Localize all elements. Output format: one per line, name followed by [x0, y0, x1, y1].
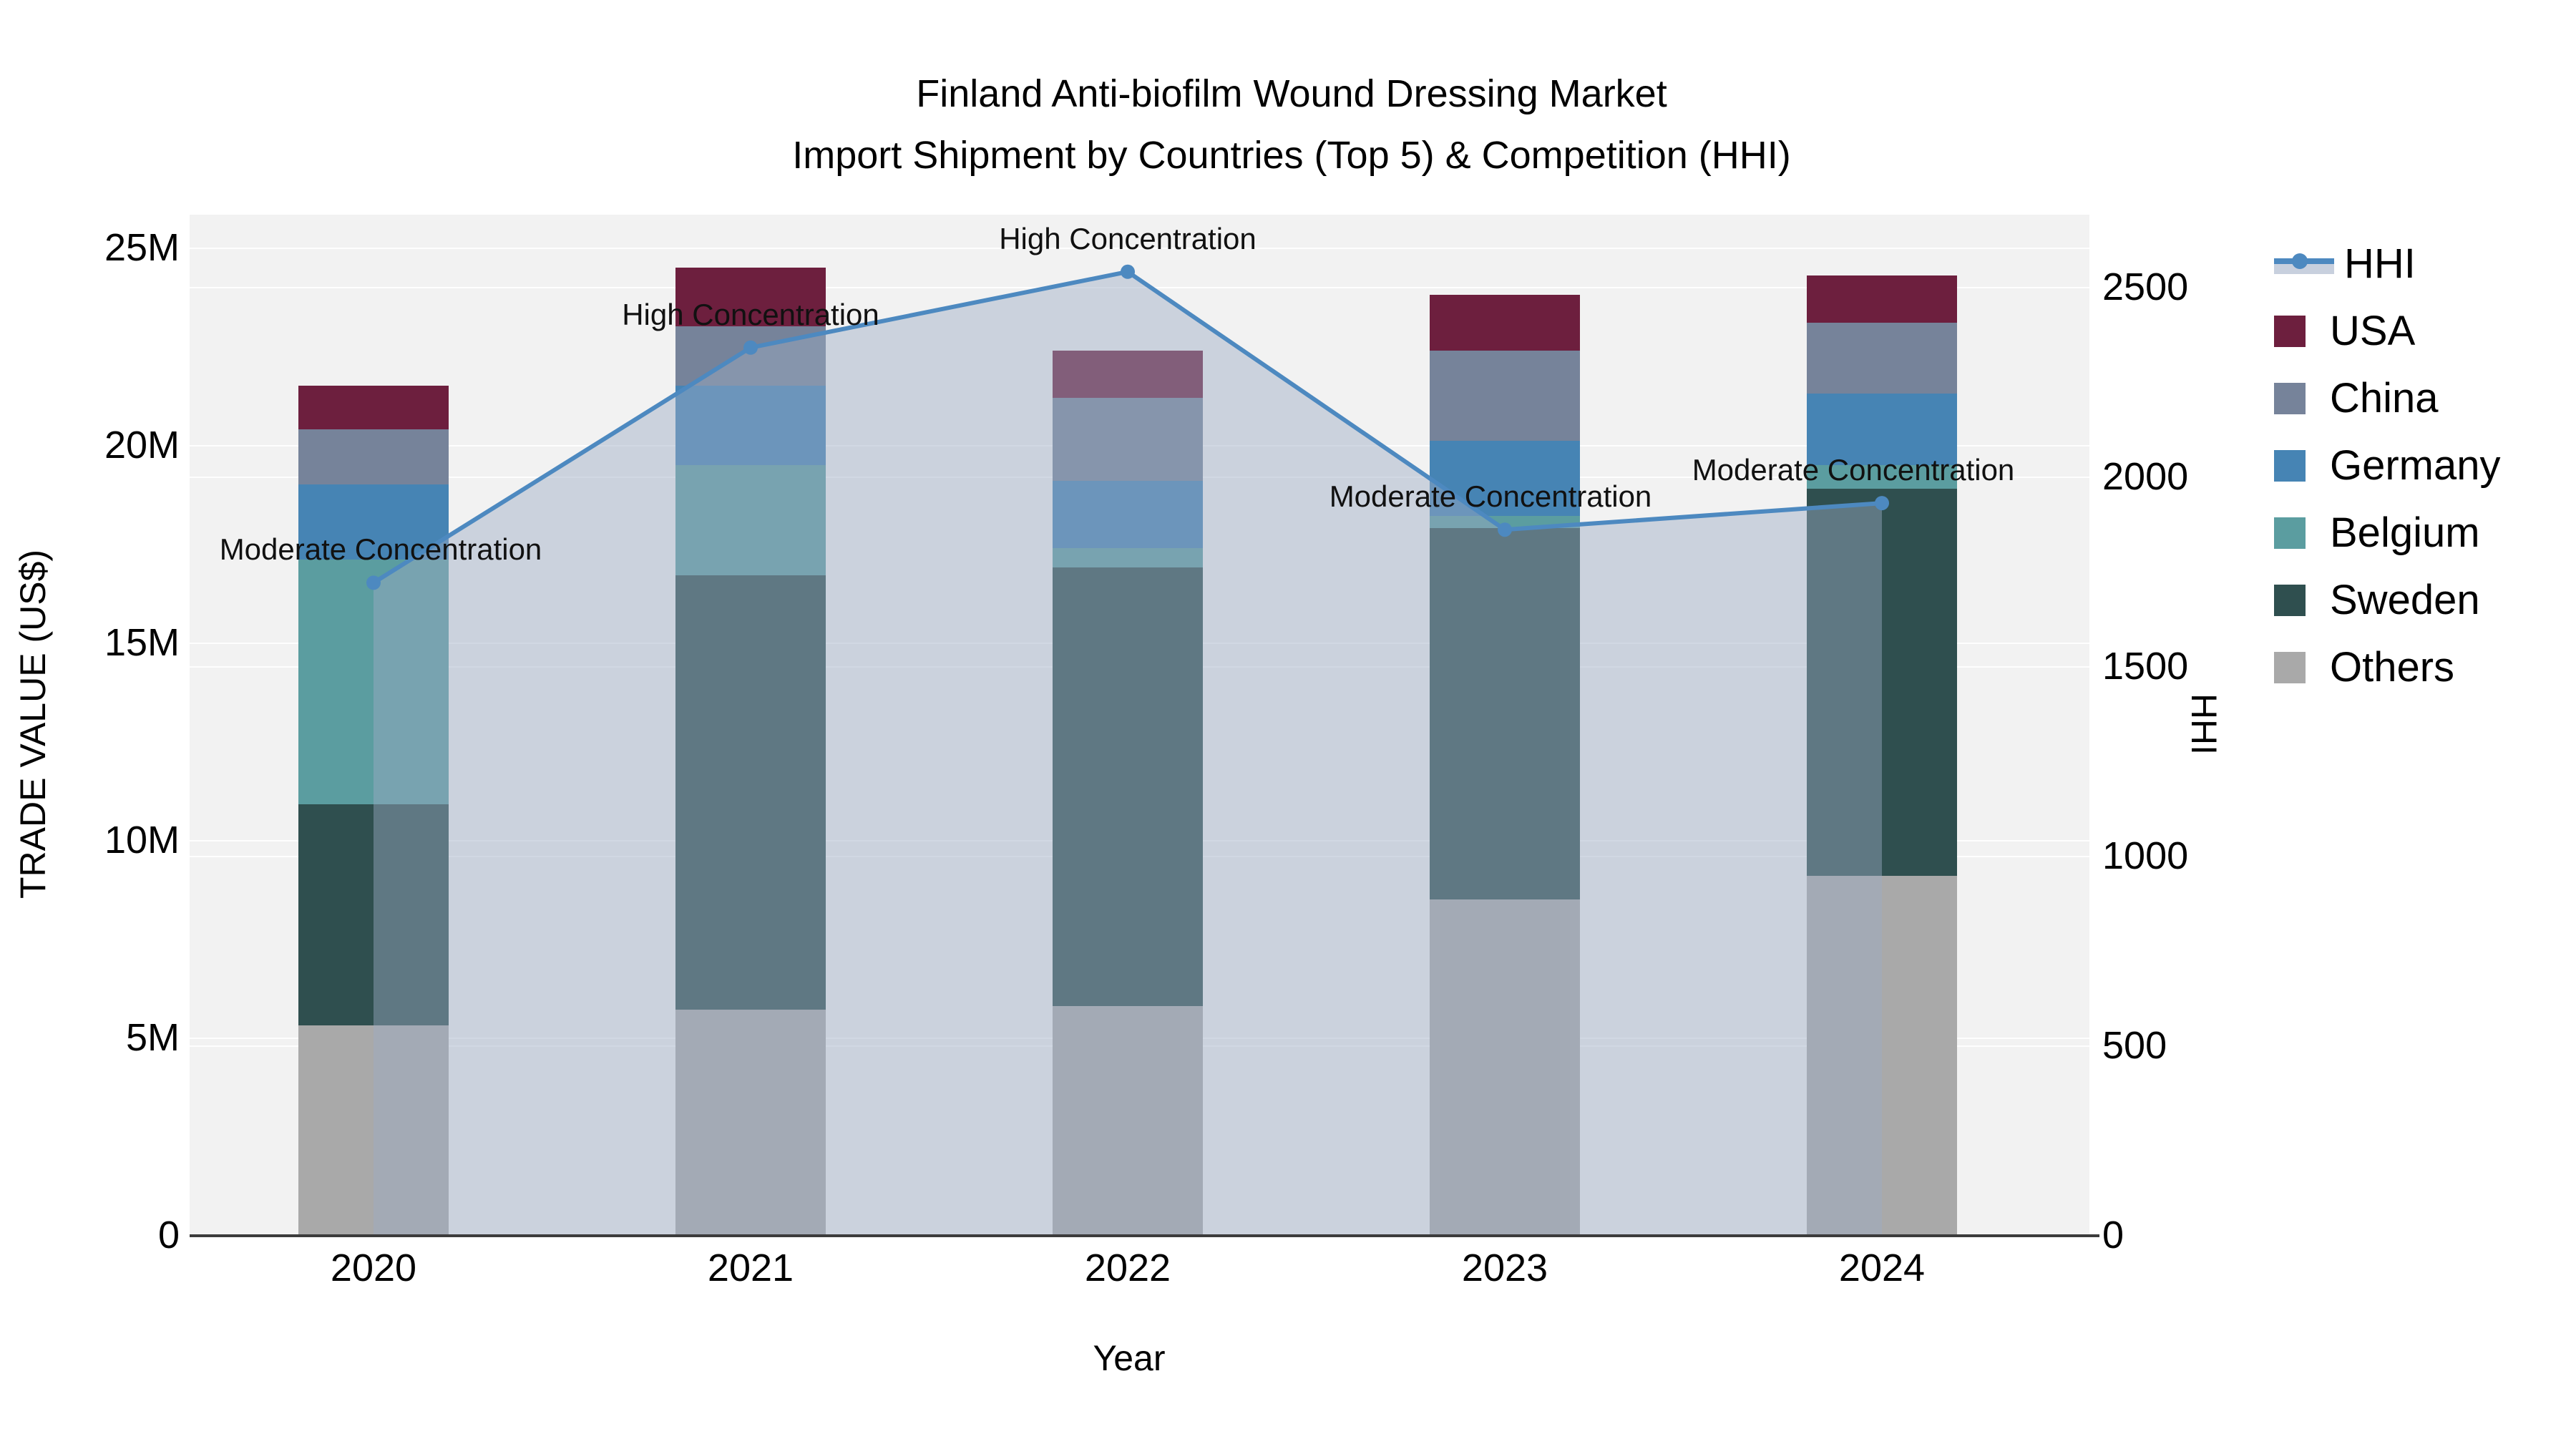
bar-2022-belgium: [1053, 547, 1203, 568]
y-left-tick-10M: 10M: [104, 819, 180, 862]
bar-2024-sweden: [1807, 488, 1957, 876]
usa-color-swatch-icon: [2274, 316, 2306, 347]
chart-title-line2: Import Shipment by Countries (Top 5) & C…: [792, 134, 1791, 177]
chart-title: Finland Anti-biofilm Wound Dressing Mark…: [792, 63, 1791, 187]
legend-item-china[interactable]: China: [2274, 365, 2501, 432]
sweden-color-swatch-icon: [2274, 585, 2306, 616]
bar-2022-usa: [1053, 350, 1203, 398]
bar-2022-china: [1053, 397, 1203, 481]
legend-label: Germany: [2330, 442, 2501, 489]
bar-2023-sweden: [1430, 527, 1580, 899]
bar-2024-others: [1807, 875, 1957, 1235]
germany-color-swatch-icon: [2274, 450, 2306, 482]
legend-item-others[interactable]: Others: [2274, 634, 2501, 701]
legend-item-sweden[interactable]: Sweden: [2274, 567, 2501, 634]
y-right-tick-1500: 1500: [2102, 645, 2189, 688]
bar-2020-china: [298, 429, 449, 485]
legend-item-hhi[interactable]: HHI: [2274, 230, 2501, 298]
bar-2021-germany: [675, 386, 826, 465]
y-left-tick-5M: 5M: [125, 1016, 180, 1059]
x-tick-2022: 2022: [1084, 1246, 1171, 1289]
china-color-swatch-icon: [2274, 383, 2306, 414]
others-color-swatch-icon: [2274, 652, 2306, 683]
gridline-hhi: [190, 287, 2089, 288]
annotation-2020: Moderate Concentration: [219, 532, 542, 567]
bar-2023-belgium: [1430, 516, 1580, 528]
annotation-2021: High Concentration: [622, 297, 879, 331]
legend-label: China: [2330, 375, 2439, 421]
legend-item-germany[interactable]: Germany: [2274, 432, 2501, 499]
x-tick-2024: 2024: [1838, 1246, 1926, 1289]
x-tick-2021: 2021: [707, 1246, 794, 1289]
bar-2024-usa: [1807, 275, 1957, 323]
bar-2020-others: [298, 1025, 449, 1235]
y-right-tick-2000: 2000: [2102, 455, 2189, 498]
annotation-2024: Moderate Concentration: [1692, 453, 2015, 487]
y-left-tick-15M: 15M: [104, 621, 180, 664]
y-left-axis-title: TRADE VALUE (US$): [13, 549, 53, 899]
belgium-color-swatch-icon: [2274, 517, 2306, 549]
legend-item-belgium[interactable]: Belgium: [2274, 499, 2501, 567]
y-left-tick-25M: 25M: [104, 226, 180, 269]
y-right-tick-500: 500: [2102, 1024, 2167, 1067]
y-right-tick-0: 0: [2102, 1214, 2124, 1257]
hhi-line-swatch-icon: [2274, 248, 2334, 280]
y-right-tick-1000: 1000: [2102, 834, 2189, 877]
bar-2021-china: [675, 326, 826, 386]
x-axis-line: [190, 1234, 2099, 1237]
y-left-tick-0: 0: [157, 1214, 180, 1257]
bar-2020-usa: [298, 386, 449, 429]
legend-label: HHI: [2344, 240, 2416, 287]
legend-item-usa[interactable]: USA: [2274, 298, 2501, 365]
annotation-2023: Moderate Concentration: [1329, 479, 1652, 514]
bar-2022-germany: [1053, 480, 1203, 548]
annotation-2022: High Concentration: [999, 221, 1257, 255]
legend-label: Sweden: [2330, 577, 2480, 623]
bar-2021-sweden: [675, 575, 826, 1010]
bar-2020-belgium: [298, 560, 449, 805]
bar-2022-others: [1053, 1005, 1203, 1235]
bar-2020-sweden: [298, 804, 449, 1026]
bar-2021-belgium: [675, 464, 826, 576]
bar-2023-usa: [1430, 295, 1580, 351]
x-axis-title: Year: [1093, 1338, 1166, 1378]
legend-label: Belgium: [2330, 509, 2480, 556]
y-right-tick-2500: 2500: [2102, 265, 2189, 308]
legend-label: USA: [2330, 308, 2416, 354]
y-right-axis-title: HHI: [2184, 693, 2224, 756]
bar-2024-china: [1807, 322, 1957, 394]
bar-2023-others: [1430, 899, 1580, 1235]
legend-label: Others: [2330, 644, 2455, 691]
gridline-trade-value: [190, 248, 2089, 249]
legend: HHI USA China Germany Belgium Sweden Others: [2274, 230, 2501, 701]
x-tick-2023: 2023: [1461, 1246, 1548, 1289]
bar-2023-china: [1430, 350, 1580, 441]
x-tick-2020: 2020: [330, 1246, 417, 1289]
chart-title-line1: Finland Anti-biofilm Wound Dressing Mark…: [916, 72, 1667, 115]
y-left-tick-20M: 20M: [104, 424, 180, 467]
bar-2022-sweden: [1053, 567, 1203, 1006]
bar-2021-others: [675, 1010, 826, 1235]
